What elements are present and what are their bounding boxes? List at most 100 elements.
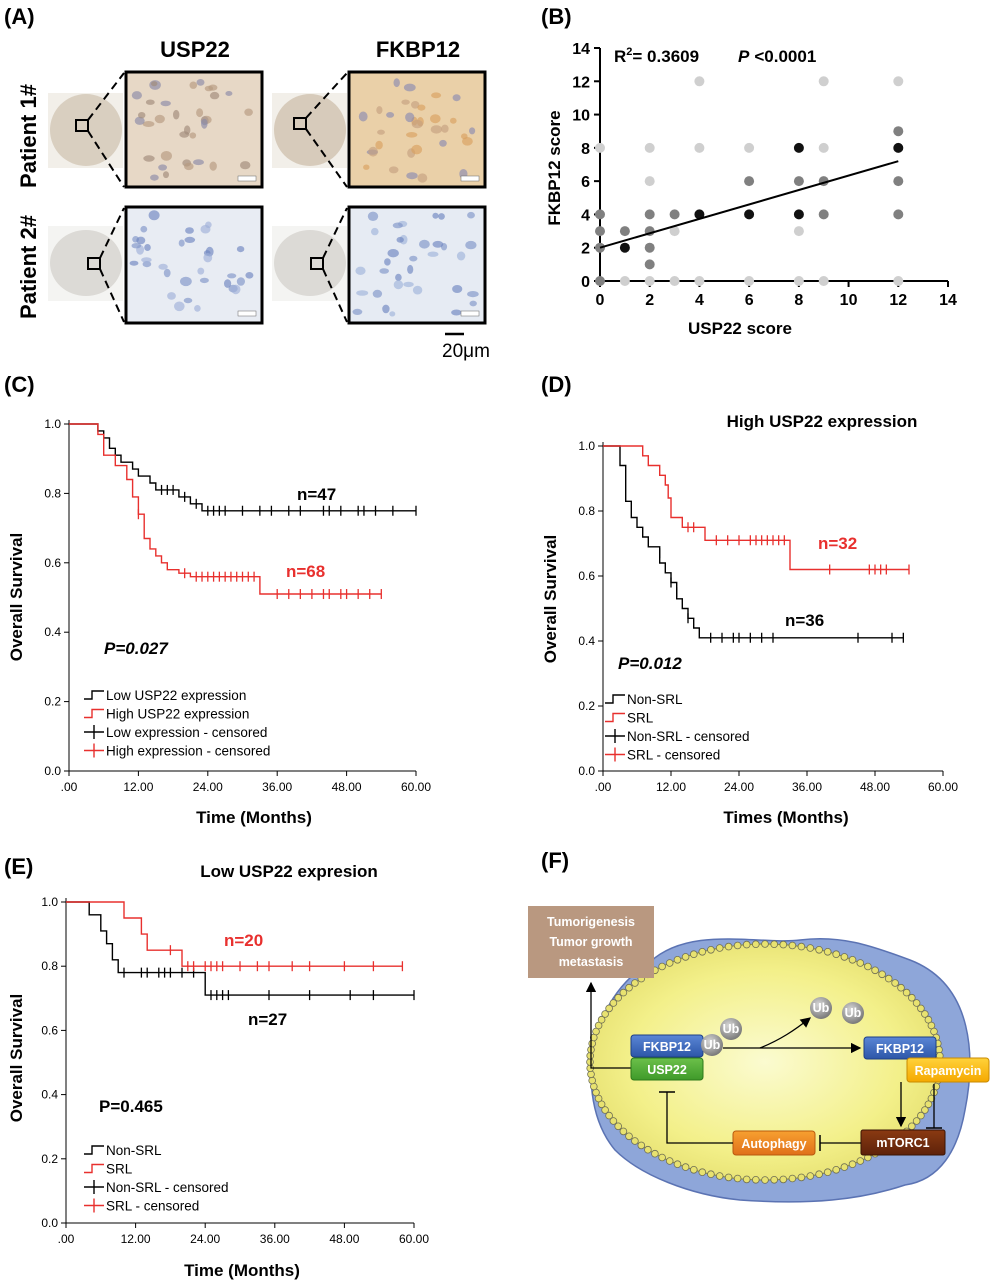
membrane-bead bbox=[806, 944, 815, 952]
cell-nucleus bbox=[129, 260, 139, 266]
scatter-point bbox=[893, 126, 904, 137]
membrane-bead bbox=[681, 1163, 690, 1171]
fkbp12-box-right bbox=[863, 1036, 937, 1060]
cell-nucleus bbox=[409, 255, 418, 262]
membrane-bead bbox=[658, 1153, 666, 1162]
scatter-point bbox=[694, 276, 705, 286]
outcome-line-1: Tumorigenesis bbox=[547, 915, 635, 929]
cell-nucleus bbox=[142, 261, 152, 268]
membrane-bead bbox=[625, 1132, 633, 1141]
c-p-value: P=0.027 bbox=[104, 639, 169, 658]
x-tick-label: 48.00 bbox=[332, 780, 362, 794]
scatter-axes: 0 2 4 6 8 10 12 14 0 2 4 6 8 10 12 14 bbox=[572, 41, 957, 309]
legend-line-icon bbox=[84, 708, 104, 719]
membrane-bead bbox=[658, 962, 666, 971]
legend-label: High expression - censored bbox=[106, 744, 270, 759]
x-tick-label: 6 bbox=[745, 292, 754, 309]
legend-label: SRL bbox=[106, 1162, 133, 1177]
cell-nucleus bbox=[355, 266, 366, 275]
cell-nucleus bbox=[441, 124, 449, 133]
cell-nucleus bbox=[160, 100, 171, 107]
c-legend: Low USP22 expression High USP22 expressio… bbox=[84, 688, 270, 759]
cell-nucleus bbox=[467, 211, 475, 219]
cell-nucleus bbox=[154, 114, 165, 124]
y-tick-label: 1.0 bbox=[41, 895, 58, 909]
cell-nucleus bbox=[158, 263, 168, 270]
y-tick-label: 0.2 bbox=[44, 695, 61, 709]
cell-nucleus bbox=[148, 210, 160, 221]
scatter-point bbox=[595, 142, 605, 153]
membrane-bead bbox=[601, 1010, 609, 1018]
cell-nucleus bbox=[136, 236, 146, 245]
panel-c-label: (C) bbox=[4, 372, 35, 397]
row-label-patient-1: Patient 1# bbox=[16, 84, 41, 188]
cell-nucleus bbox=[438, 213, 445, 220]
cell-nucleus bbox=[467, 291, 479, 298]
legend-label: Non-SRL - censored bbox=[627, 729, 750, 744]
membrane-bead bbox=[797, 1173, 806, 1182]
micro-scale-tag bbox=[460, 175, 480, 182]
scatter-point bbox=[744, 276, 755, 286]
e-title: Low USP22 expresion bbox=[200, 862, 378, 881]
scatter-point bbox=[644, 259, 655, 270]
y-tick-label: 0.0 bbox=[578, 764, 595, 778]
y-tick-label: 0.4 bbox=[578, 634, 595, 648]
ubiquitin-icon bbox=[720, 1018, 742, 1040]
panel-d: (D) High USP22 expression .00 12.00 24.00 3… bbox=[541, 372, 958, 827]
membrane-bead bbox=[779, 1175, 788, 1184]
scatter-point bbox=[644, 276, 655, 286]
tissue-core-p2-usp22 bbox=[50, 230, 122, 296]
cell-nucleus bbox=[406, 132, 418, 138]
cell-nucleus bbox=[465, 240, 477, 250]
membrane-bead bbox=[856, 1157, 865, 1165]
x-tick-label: 36.00 bbox=[260, 1232, 290, 1246]
cell-nucleus bbox=[193, 159, 204, 166]
cell-nucleus bbox=[411, 144, 423, 155]
cell-nucleus bbox=[432, 212, 439, 219]
cell-nucleus bbox=[194, 305, 201, 312]
b-x-axis-label: USP22 score bbox=[688, 319, 792, 338]
cell-nucleus bbox=[131, 243, 142, 249]
arrow-ub-release bbox=[759, 1017, 812, 1049]
membrane-bead bbox=[601, 1106, 609, 1114]
y-tick-label: 12 bbox=[572, 74, 590, 91]
cell-nucleus bbox=[184, 162, 194, 171]
membrane-bead bbox=[832, 1166, 840, 1174]
membrane-bead bbox=[751, 940, 760, 948]
x-tick-label: 12 bbox=[889, 292, 907, 309]
cell-nucleus bbox=[244, 108, 253, 116]
km-plot-d: .00 12.00 24.00 36.00 48.00 60.00 0.0 0.2 0.4 0.6… bbox=[578, 439, 958, 794]
membrane-bead bbox=[761, 940, 769, 948]
membrane-bead bbox=[884, 974, 893, 983]
y-tick-label: 0.0 bbox=[44, 764, 61, 778]
d-n-nonsrl: n=36 bbox=[785, 611, 824, 630]
membrane-bead bbox=[907, 993, 916, 1002]
cell-nucleus bbox=[204, 85, 214, 92]
membrane-bead bbox=[917, 1004, 925, 1013]
membrane-bead bbox=[848, 1160, 857, 1168]
legend-line-icon bbox=[84, 1145, 104, 1155]
arrow-to-outcome bbox=[585, 981, 631, 1069]
cell-nucleus bbox=[200, 224, 211, 234]
scatter-point bbox=[694, 142, 705, 153]
cell-nucleus bbox=[372, 289, 383, 298]
e-y-axis-label: Overall Survival bbox=[7, 994, 26, 1123]
ub-label: Ub bbox=[723, 1022, 740, 1036]
membrane-bead bbox=[644, 1145, 652, 1154]
membrane-bead bbox=[707, 945, 715, 954]
cell-nucleus bbox=[167, 292, 176, 300]
cell-nucleus bbox=[145, 99, 155, 105]
membrane-bead bbox=[832, 950, 840, 958]
y-tick-label: 8 bbox=[581, 141, 590, 158]
rapamycin-box bbox=[906, 1057, 990, 1083]
membrane-bead bbox=[788, 1174, 797, 1183]
zoom-line bbox=[322, 268, 348, 323]
rapamycin-label: Rapamycin bbox=[915, 1064, 982, 1078]
membrane-bead bbox=[631, 979, 639, 987]
col-header-usp22: USP22 bbox=[160, 37, 230, 62]
cell-nucleus bbox=[356, 290, 369, 296]
scatter-point bbox=[793, 142, 804, 153]
y-tick-label: 0.2 bbox=[41, 1152, 58, 1166]
cell-nucleus bbox=[174, 301, 185, 312]
cell-nucleus bbox=[462, 137, 473, 146]
